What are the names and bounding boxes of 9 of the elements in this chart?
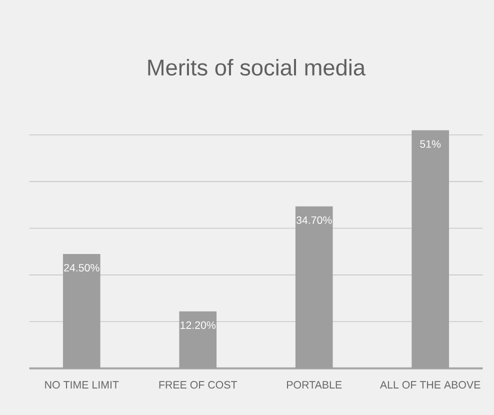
x-tick-label: NO TIME LIMIT [45,381,119,389]
data-label: 51% [420,140,441,148]
x-tick-label: PORTABLE [287,381,342,389]
x-tick-label: FREE OF COST [159,381,238,389]
x-tick-label: ALL OF THE ABOVE [380,381,480,389]
data-label: 34.70% [296,216,332,224]
chart-title: Merits of social media [148,58,366,76]
data-label: 12.20% [180,321,216,329]
data-label: 24.50% [64,264,100,272]
